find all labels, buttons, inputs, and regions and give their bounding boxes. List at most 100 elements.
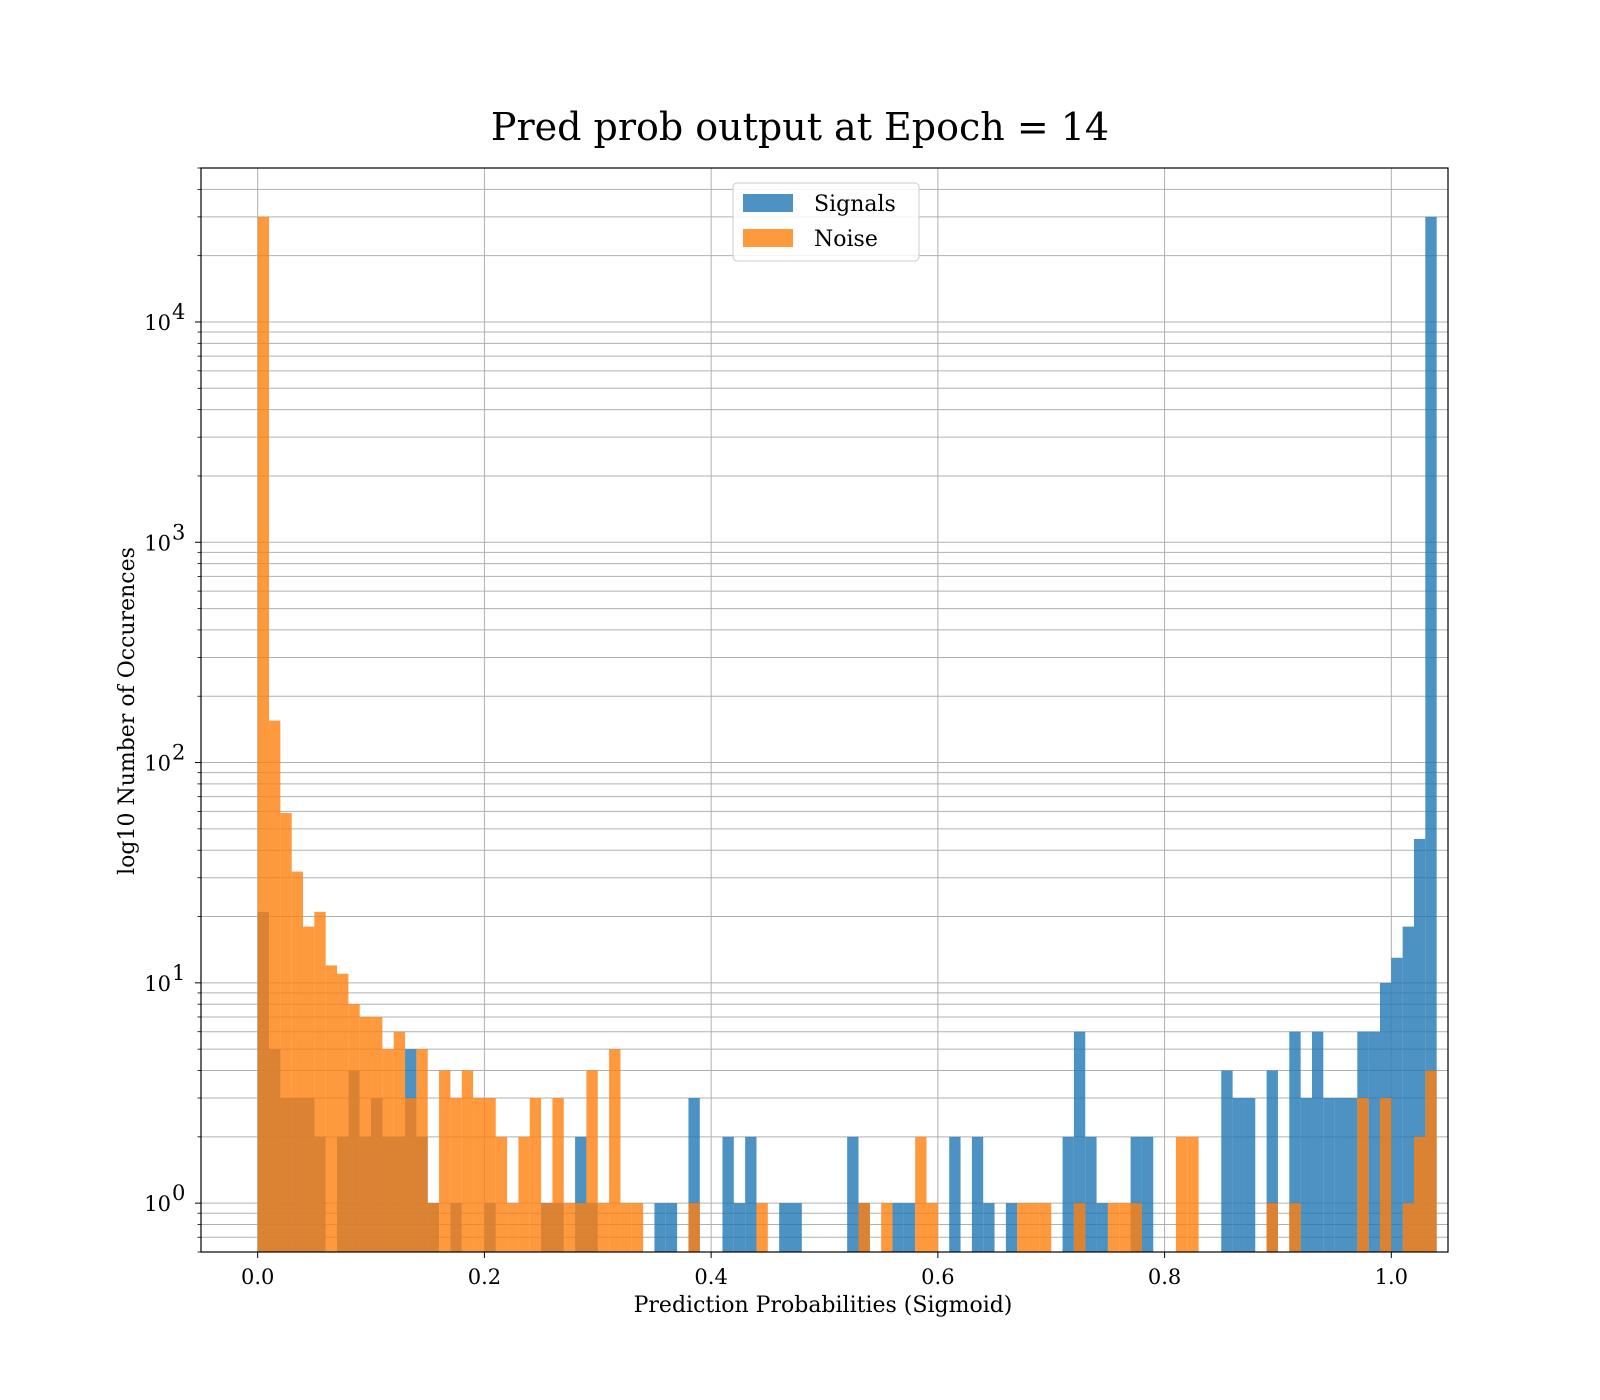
bar-noise [495,1136,508,1252]
bar-signals [847,1136,859,1252]
bar-noise [1357,1098,1369,1252]
bar-noise [393,1031,406,1252]
bar-noise [1402,1203,1414,1252]
bar-noise [1017,1203,1029,1252]
y-tick-exponent: 1 [172,961,185,985]
bar-signals [575,1136,587,1252]
x-axis-label: Prediction Probabilities (Sigmoid) [634,1293,1013,1318]
bar-signals [1345,1098,1358,1252]
y-tick-label: 10 [144,1192,171,1216]
bar-noise [427,1203,440,1252]
y-tick-label: 10 [144,752,171,776]
bar-signals [779,1203,791,1252]
bar-signals [1232,1098,1244,1252]
bar-noise [1073,1203,1086,1252]
bar-noise [314,911,326,1252]
y-tick-exponent: 3 [172,520,185,544]
bar-noise [461,1070,474,1252]
bar-noise [359,1016,372,1252]
bar-signals [892,1203,904,1252]
bars-group [257,216,1437,1253]
bar-signals [722,1136,734,1252]
legend: Signals Noise [732,182,920,262]
bar-signals [983,1203,995,1252]
bar-noise [337,973,349,1252]
bar-signals [1334,1098,1346,1252]
y-tick-exponent: 4 [172,300,185,324]
bar-signals [1221,1070,1233,1252]
bar-signals [1402,926,1414,1252]
bar-noise [1119,1203,1131,1252]
bar-signals [903,1203,916,1252]
chart-title: Pred prob output at Epoch = 14 [491,105,1109,149]
y-tick-label: 10 [144,531,171,555]
bar-noise [1289,1203,1301,1252]
x-tick-label: 0.6 [921,1265,954,1289]
bar-noise [348,1004,360,1252]
bar-noise [269,720,281,1252]
x-tick-label: 1.0 [1375,1265,1408,1289]
bar-noise [439,1070,451,1252]
bar-noise [609,1049,621,1252]
y-tick-exponent: 0 [172,1181,185,1205]
y-axis-label: log10 Number of Occurences [115,547,140,875]
bar-noise [1175,1136,1188,1252]
legend-label-noise: Noise [814,227,878,252]
bar-signals [1391,957,1403,1252]
bar-signals [1425,216,1437,1253]
bar-noise [575,1203,587,1252]
bar-noise [858,1203,870,1252]
bar-signals [1311,1031,1324,1252]
bar-noise [382,1049,394,1252]
series-noise [257,216,1437,1253]
x-tick-label: 0.0 [241,1265,274,1289]
y-tick-label: 10 [144,311,171,335]
bar-noise [518,1136,530,1252]
bar-noise [1266,1203,1278,1252]
x-tick-label: 0.8 [1148,1265,1181,1289]
bar-noise [688,1203,700,1252]
bar-signals [1289,1031,1301,1252]
x-tick-label: 0.4 [694,1265,727,1289]
plot-frame [200,167,1449,1253]
bar-noise [586,1070,598,1252]
bar-noise [325,965,338,1252]
legend-swatch-signals [743,194,793,212]
bar-noise [756,1203,768,1252]
bar-noise [405,1098,417,1252]
bar-noise [1187,1136,1199,1252]
bar-noise [926,1203,938,1252]
bar-noise [371,1016,383,1252]
bar-noise [552,1098,564,1252]
bar-noise [1130,1203,1142,1252]
bar-noise [597,1203,610,1252]
bar-signals [688,1098,700,1252]
legend-label-signals: Signals [814,192,896,217]
x-ticks: 0.0 0.2 0.4 0.6 0.8 1.0 [241,1252,1408,1289]
bar-noise [1039,1203,1052,1252]
bar-noise [507,1203,519,1252]
bar-noise [1413,1136,1426,1252]
bar-signals [665,1203,678,1252]
bar-noise [303,926,315,1252]
bar-noise [1107,1203,1120,1252]
series-signals [257,216,1437,1253]
bar-noise [620,1203,632,1252]
bar-noise [291,871,304,1252]
bar-noise [1425,1070,1437,1252]
bar-signals [1073,1031,1086,1252]
bar-signals [1085,1136,1097,1252]
bar-noise [416,1049,428,1252]
bar-noise [280,813,292,1252]
bar-signals [790,1203,802,1252]
bar-noise [257,216,270,1253]
bar-signals [1130,1136,1142,1252]
bar-noise [450,1098,462,1252]
bar-noise [484,1098,496,1252]
y-tick-exponent: 2 [172,741,185,765]
bar-signals [1266,1070,1278,1252]
bar-signals [1413,838,1426,1252]
x-tick-label: 0.2 [468,1265,501,1289]
